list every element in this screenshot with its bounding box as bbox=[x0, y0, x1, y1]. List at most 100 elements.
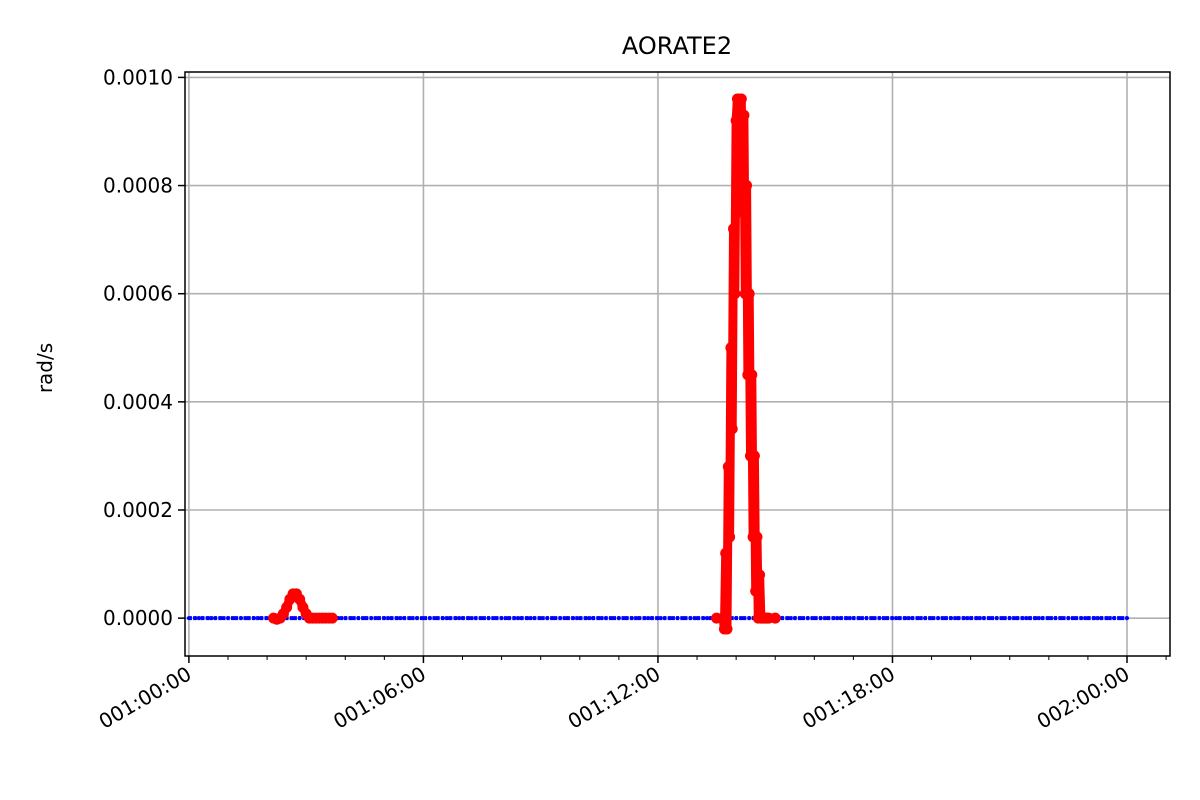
series-blue-point bbox=[662, 616, 667, 621]
series-blue-point bbox=[467, 616, 472, 621]
series-blue-point bbox=[682, 616, 687, 621]
series-blue-point bbox=[401, 616, 406, 621]
series-blue-point bbox=[975, 616, 980, 621]
series-blue-point bbox=[486, 616, 491, 621]
y-tick-label: 0.0010 bbox=[103, 65, 173, 89]
series-blue-point bbox=[1020, 616, 1025, 621]
series-blue-point bbox=[212, 616, 217, 621]
series-blue-point bbox=[675, 616, 680, 621]
series-blue-point bbox=[408, 616, 413, 621]
series-blue-point bbox=[1033, 616, 1038, 621]
series-blue-point bbox=[603, 616, 608, 621]
series-blue-point bbox=[219, 616, 224, 621]
series-blue-point bbox=[838, 616, 843, 621]
series-red-point bbox=[734, 125, 746, 137]
series-blue-point bbox=[825, 616, 830, 621]
series-blue-point bbox=[343, 616, 348, 621]
grid bbox=[185, 72, 1170, 656]
series-blue-point bbox=[186, 616, 191, 621]
series-blue-point bbox=[1040, 616, 1045, 621]
y-tick-label: 0.0004 bbox=[103, 390, 173, 414]
series-blue-point bbox=[577, 616, 582, 621]
series-blue-point bbox=[1125, 616, 1130, 621]
series-blue-point bbox=[668, 616, 673, 621]
series-blue-point bbox=[988, 616, 993, 621]
series-blue-point bbox=[1007, 616, 1012, 621]
series-blue-point bbox=[649, 616, 654, 621]
series-blue-point bbox=[506, 616, 511, 621]
series-blue-point bbox=[362, 616, 367, 621]
series-blue-point bbox=[480, 616, 485, 621]
series-blue-point bbox=[395, 616, 400, 621]
series-blue-point bbox=[936, 616, 941, 621]
series-blue-point bbox=[792, 616, 797, 621]
plot-frame bbox=[184, 71, 1171, 657]
series-blue-point bbox=[1118, 616, 1123, 621]
y-tick-label: 0.0008 bbox=[103, 174, 173, 198]
series-blue-point bbox=[655, 616, 660, 621]
series-red-point bbox=[750, 585, 762, 597]
series-red-point bbox=[751, 531, 763, 543]
series-blue-point bbox=[584, 616, 589, 621]
series-blue-point bbox=[369, 616, 374, 621]
series-blue-point bbox=[232, 616, 237, 621]
series-blue-point bbox=[597, 616, 602, 621]
series-blue-point bbox=[336, 616, 341, 621]
series-blue-point bbox=[642, 616, 647, 621]
series-blue-point bbox=[265, 616, 270, 621]
series-blue-point bbox=[740, 616, 745, 621]
series-blue-point bbox=[493, 616, 498, 621]
series-blue-point bbox=[297, 616, 302, 621]
series-blue-point bbox=[440, 616, 445, 621]
series-red-point bbox=[730, 115, 742, 127]
series-blue-point bbox=[831, 616, 836, 621]
series-blue-point bbox=[545, 616, 550, 621]
series-blue-point bbox=[356, 616, 361, 621]
series-blue-point bbox=[962, 616, 967, 621]
series-red-point bbox=[737, 207, 749, 219]
series-blue-point bbox=[851, 616, 856, 621]
series-blue-point bbox=[1046, 616, 1051, 621]
series-blue-point bbox=[252, 616, 257, 621]
series-blue-point bbox=[818, 616, 823, 621]
series-blue-point bbox=[844, 616, 849, 621]
series-blue-point bbox=[910, 616, 915, 621]
series-red-point bbox=[729, 288, 741, 300]
series-blue-point bbox=[199, 616, 204, 621]
series-blue-point bbox=[779, 616, 784, 621]
chart-title: AORATE2 bbox=[622, 32, 732, 60]
series-blue-point bbox=[499, 616, 504, 621]
series-red-point bbox=[738, 109, 750, 121]
y-tick-label: 0.0000 bbox=[103, 606, 173, 630]
series-blue-point bbox=[734, 616, 739, 621]
series-blue-point bbox=[1079, 616, 1084, 621]
series-blue-point bbox=[1072, 616, 1077, 621]
series-blue-point bbox=[701, 616, 706, 621]
series-blue-point bbox=[349, 616, 354, 621]
series-red-point bbox=[754, 569, 766, 581]
series-blue-point bbox=[610, 616, 615, 621]
series-blue-point bbox=[454, 616, 459, 621]
series-blue-point bbox=[708, 616, 713, 621]
series-red-point bbox=[769, 612, 781, 624]
series-red-point bbox=[735, 93, 747, 105]
series-blue-point bbox=[558, 616, 563, 621]
series-blue-point bbox=[525, 616, 530, 621]
series-blue-point bbox=[421, 616, 426, 621]
series-blue-point bbox=[864, 616, 869, 621]
plot-data bbox=[186, 93, 1130, 635]
series-red-point bbox=[721, 623, 733, 635]
y-tick-label: 0.0002 bbox=[103, 498, 173, 522]
series-blue-point bbox=[870, 616, 875, 621]
series-blue-point bbox=[519, 616, 524, 621]
series-blue-point bbox=[857, 616, 862, 621]
series-blue-point bbox=[949, 616, 954, 621]
series-blue-point bbox=[551, 616, 556, 621]
series-blue-point bbox=[1053, 616, 1058, 621]
series-blue-point bbox=[375, 616, 380, 621]
series-blue-point bbox=[258, 616, 263, 621]
series-blue-point bbox=[805, 616, 810, 621]
series-blue-point bbox=[225, 616, 230, 621]
series-blue-point bbox=[981, 616, 986, 621]
